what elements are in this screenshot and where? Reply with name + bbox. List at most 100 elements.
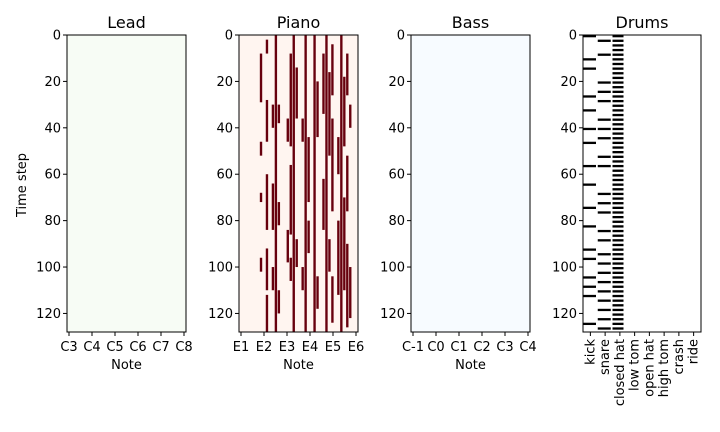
panel-3-closed-hat-hit — [612, 137, 624, 140]
panel-0-frame — [66, 34, 187, 333]
panel-1-note-cell — [337, 220, 340, 295]
panel-3-closed-hat-hit — [612, 95, 624, 98]
panel-1-note-cell — [259, 53, 263, 103]
panel-3-closed-hat-hit — [612, 299, 624, 302]
panel-3-closed-hat-hit — [612, 109, 624, 112]
panel-1-note-cell — [331, 118, 334, 212]
panel-3-kick-hit — [583, 183, 596, 186]
panel-0-y-tick-label: 0 — [53, 29, 61, 44]
panel-3-snare-hit — [597, 271, 611, 274]
panel-3-kick-hit — [583, 206, 596, 210]
panel-1-note-cell — [259, 141, 263, 156]
panel-0: Lead 0 20 40 60 80 100 120 C3 C4 C5 C6 C7 C8 Note — [36, 13, 193, 373]
panel-1: Piano 0 20 40 60 80 100 120 E1 E2 E3 E4 E5 E6 Note — [208, 13, 364, 373]
panel-1-x-tick-label: E1 — [233, 340, 250, 355]
panel-1-y-tick-label: 40 — [216, 121, 233, 136]
panel-3-kick-hit — [583, 58, 596, 61]
panel-3-closed-hat-hit — [612, 178, 624, 182]
panel-3-kick-hit — [583, 322, 596, 326]
panel-3-snare-hit — [597, 239, 611, 242]
panel-3-snare-hit — [597, 318, 611, 321]
panel-3-x-tick-label: snare — [598, 339, 613, 375]
panel-3-snare-hit — [597, 90, 611, 93]
panel-1-x-tick-label: E5 — [325, 340, 342, 355]
panel-3-closed-hat-hit — [612, 39, 624, 42]
panel-1-note-cell — [259, 257, 263, 272]
panel-3-closed-hat-hit — [612, 118, 624, 121]
panel-3-closed-hat-hit — [612, 197, 624, 200]
panel-3-closed-hat-hit — [612, 62, 624, 66]
panel-3-closed-hat-hit — [612, 285, 624, 288]
panel-3-closed-hat-hit — [612, 81, 624, 84]
panel-1-y-tick-label: 20 — [216, 75, 233, 90]
panel-3-closed-hat-hit — [612, 280, 624, 284]
panel-3-closed-hat-hit — [612, 67, 624, 70]
panel-3-y-tick-label: 20 — [560, 75, 577, 90]
panel-3-closed-hat-hit — [612, 99, 624, 103]
panel-1-note-cell — [328, 72, 331, 156]
panel-3-closed-hat-hit — [612, 146, 624, 149]
panel-3-snare-hit — [597, 192, 611, 196]
panel-3-closed-hat-hit — [612, 262, 624, 265]
panel-3-snare-hit — [597, 127, 611, 131]
panel-1-note-cell — [259, 192, 263, 203]
panel-2-x-tick-label: C-1 — [402, 340, 424, 355]
panel-3-closed-hat-hit — [612, 174, 624, 177]
panel-3-closed-hat-hit — [612, 239, 624, 242]
panel-3-closed-hat-hit — [612, 234, 624, 237]
panel-3-closed-hat-hit — [612, 206, 624, 210]
panel-0-x-tick-label: C7 — [152, 340, 169, 355]
panel-1-note-cell — [292, 35, 295, 332]
panel-2-x-tick-label: C1 — [450, 340, 467, 355]
panel-3-closed-hat-hit — [612, 276, 624, 279]
y-axis-label: Time step — [15, 153, 30, 218]
panel-0-x-axis-label: Note — [111, 358, 142, 373]
panel-2-frame — [410, 34, 531, 333]
panel-1-note-cell — [346, 155, 349, 212]
panel-1-note-cell — [289, 257, 292, 281]
panel-1-note-cell — [331, 276, 334, 323]
panel-3-closed-hat-hit — [612, 123, 624, 126]
panel-0-y-tick-label: 20 — [44, 75, 61, 90]
panel-0-y-tick-label: 60 — [44, 168, 61, 183]
panel-1-x-tick-label: E3 — [279, 340, 296, 355]
panel-3-kick-hit — [583, 257, 596, 261]
panel-3-closed-hat-hit — [612, 318, 624, 321]
panel-1-note-cell — [286, 229, 289, 263]
panel-3-snare-hit — [597, 99, 611, 103]
panel-3-snare-hit — [597, 229, 611, 233]
panel-3-snare-hit — [597, 39, 611, 42]
panel-3-snare-hit — [597, 202, 611, 205]
panel-2: Bass 0 20 40 60 80 100 120 C-1 C0 C1 C2 C3 C4 Note — [380, 13, 537, 373]
panel-3-kick-hit — [583, 127, 596, 131]
panel-3-kick-hit — [583, 35, 596, 38]
panel-3-frame — [582, 34, 702, 333]
panel-3-snare-hit — [597, 211, 611, 214]
panel-3-snare-hit — [597, 118, 611, 121]
panel-3-closed-hat-hit — [612, 58, 624, 61]
panel-1-note-cell — [331, 44, 334, 96]
panel-2-x-axis-label: Note — [455, 358, 486, 373]
panel-2-y-tick-label: 120 — [380, 307, 405, 322]
panel-3-closed-hat-hit — [612, 308, 624, 312]
panel-3-x-tick-label: closed hat — [613, 339, 628, 406]
panel-2-x-tick-label: C4 — [519, 340, 536, 355]
panel-3-kick-hit — [583, 95, 596, 98]
panel-3-snare-hit — [597, 327, 611, 330]
panel-0-y-tick-label: 120 — [36, 307, 61, 322]
panel-3-x-tick-label: high tom — [657, 339, 672, 397]
panel-1-note-cell — [286, 118, 289, 142]
panel-3-closed-hat-hit — [612, 132, 624, 135]
panel-1-note-cell — [325, 35, 328, 332]
panel-0-background — [67, 35, 186, 332]
panel-3-x-tick-label: ride — [687, 339, 702, 364]
panel-1-note-cell — [322, 178, 325, 230]
panel-1-note-cell — [301, 267, 304, 291]
panel-3-closed-hat-hit — [612, 90, 624, 93]
panel-1-note-cell — [343, 76, 346, 147]
panel-3-snare-hit — [597, 280, 611, 284]
panel-1-note-cell — [349, 104, 352, 128]
panel-1-note-cell — [289, 164, 292, 235]
panel-2-title: Bass — [452, 13, 489, 32]
panel-1-note-cell — [316, 276, 319, 309]
